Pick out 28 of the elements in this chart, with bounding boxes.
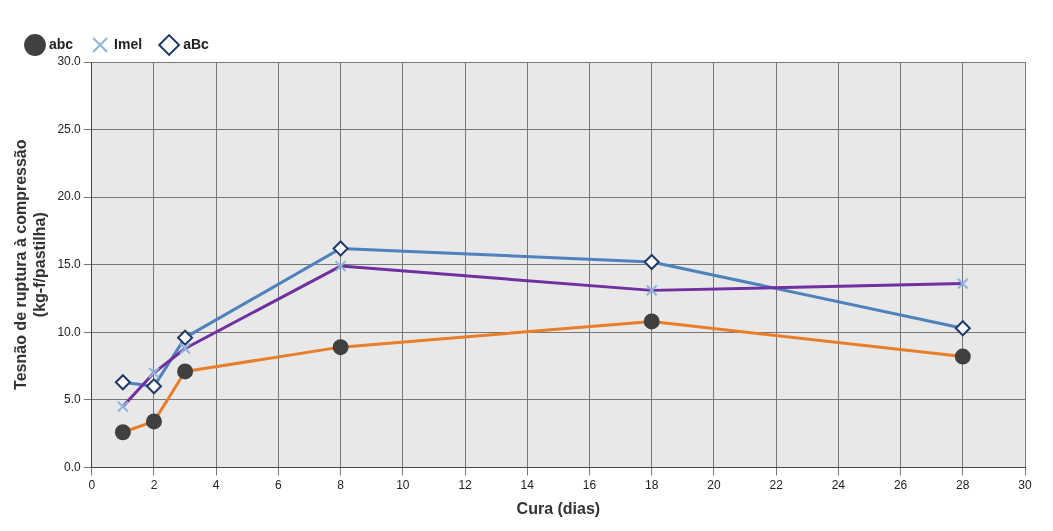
- x-tick-label: 28: [956, 477, 970, 492]
- x-tick-label: 26: [893, 477, 908, 492]
- x-tick-label: 0: [88, 477, 96, 492]
- y-tick-label: 10.0: [57, 324, 82, 339]
- y-tick-label: 15.0: [57, 257, 82, 272]
- y-tick-label: 30.0: [57, 54, 82, 69]
- y-tick-label: 0.0: [64, 459, 82, 474]
- x-tick-label: 22: [769, 477, 784, 492]
- y-tick-label: 25.0: [57, 121, 82, 136]
- x-tick-label: 18: [645, 477, 659, 492]
- y-tick-label: 5.0: [64, 392, 82, 407]
- x-tick-label: 2: [150, 477, 158, 492]
- y-axis-title: Tesnão de ruptura à compressão (kg-f/pastilha): [12, 139, 49, 390]
- x-tick-label: 4: [212, 477, 220, 492]
- legend-label: aBc: [183, 35, 210, 52]
- x-tick-label: 8: [337, 477, 345, 492]
- x-tick-label: 14: [520, 477, 535, 492]
- x-tick-label: 30: [1018, 477, 1032, 492]
- legend-label: abc: [49, 35, 74, 52]
- x-tick-label: 10: [396, 477, 410, 492]
- x-tick-label: 6: [275, 477, 283, 492]
- x-tick-label: 20: [707, 477, 721, 492]
- legend-label: Imel: [114, 35, 143, 52]
- x-tick-label: 24: [831, 477, 846, 492]
- y-tick-label: 20.0: [57, 189, 82, 204]
- x-tick-label: 12: [458, 477, 473, 492]
- x-tick-label: 16: [582, 477, 597, 492]
- x-axis-title: Cura (dias): [516, 499, 601, 517]
